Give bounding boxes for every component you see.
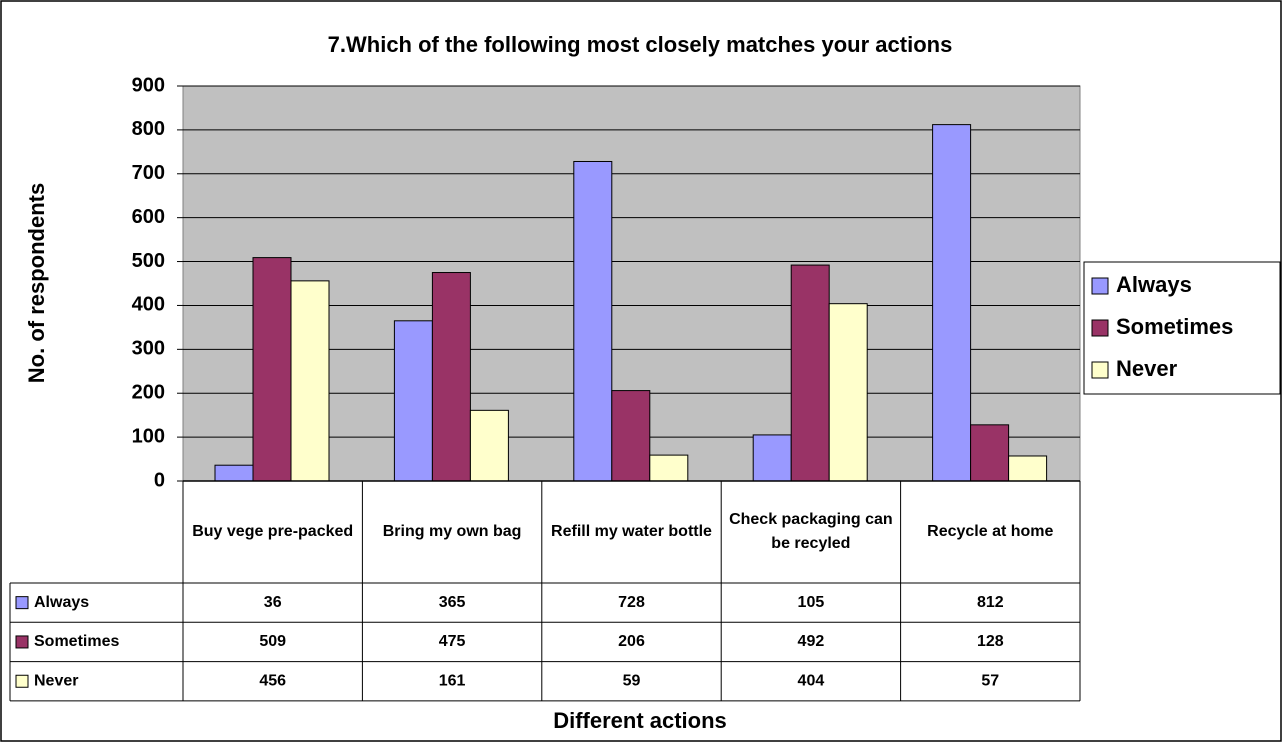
bar [649, 454, 689, 482]
table-row-label: Never [34, 672, 78, 689]
y-axis-label: No. of respondents [24, 183, 49, 383]
y-tick-label: 300 [132, 338, 165, 360]
bar [290, 280, 330, 482]
table-value: 206 [618, 633, 645, 650]
category-cell: Buy vege pre-packed [192, 523, 354, 540]
bar [214, 464, 254, 482]
category-cell: Check packaging can be recyled [729, 511, 893, 552]
bar [1008, 455, 1048, 482]
bar [932, 124, 972, 482]
legend-box [1083, 261, 1281, 395]
y-tick-label: 100 [132, 425, 165, 447]
bar [431, 272, 471, 482]
table-value: 365 [439, 594, 466, 611]
table-value: 509 [259, 633, 286, 650]
table-value: 161 [439, 672, 466, 689]
bar [252, 257, 292, 482]
x-tick-label: Recycle at home [927, 523, 1054, 540]
x-tick-label: Buy vege pre-packed [192, 523, 354, 540]
y-tick-label: 400 [132, 294, 165, 316]
y-tick-label: 900 [132, 74, 165, 96]
x-tick-label: Refill my water bottle [551, 523, 712, 540]
bar [469, 409, 509, 482]
table-legend-key [15, 635, 29, 649]
bar [611, 390, 651, 482]
bar [573, 160, 613, 482]
table-value: 128 [977, 633, 1004, 650]
category-cell: Recycle at home [927, 523, 1054, 540]
table-legend-key [15, 596, 29, 610]
chart-title: 7.Which of the following most closely ma… [328, 32, 953, 57]
bar [828, 303, 868, 482]
bar [752, 434, 792, 482]
y-tick-label: 200 [132, 382, 165, 404]
table-value: 475 [439, 633, 466, 650]
bar [790, 264, 830, 482]
legend-label: Never [1116, 356, 1178, 381]
y-tick-label: 0 [154, 469, 165, 491]
y-tick-label: 600 [132, 206, 165, 228]
table-row-label: Always [34, 594, 89, 611]
table-legend-key [15, 674, 29, 688]
bar [393, 320, 433, 482]
bar [970, 424, 1010, 482]
table-value: 812 [977, 594, 1004, 611]
legend-label: Sometimes [1116, 314, 1233, 339]
table-value: 105 [798, 594, 825, 611]
y-tick-label: 500 [132, 250, 165, 272]
category-cell: Refill my water bottle [551, 523, 712, 540]
legend-label: Always [1116, 272, 1192, 297]
y-tick-label: 800 [132, 118, 165, 140]
legend-key [1091, 361, 1109, 379]
legend-key [1091, 319, 1109, 337]
table-value: 404 [798, 672, 825, 689]
x-axis-label: Different actions [553, 708, 727, 733]
table-value: 36 [264, 594, 282, 611]
x-tick-label: Bring my own bag [382, 523, 522, 540]
table-value: 57 [981, 672, 999, 689]
table-row-label: Sometimes [34, 633, 119, 650]
table-value: 456 [259, 672, 286, 689]
y-tick-label: 700 [132, 162, 165, 184]
category-cell: Bring my own bag [382, 523, 522, 540]
legend-key [1091, 277, 1109, 295]
table-value: 59 [623, 672, 641, 689]
table-value: 728 [618, 594, 645, 611]
x-tick-label: Check packaging can be recyled [729, 511, 893, 552]
table-value: 492 [798, 633, 825, 650]
